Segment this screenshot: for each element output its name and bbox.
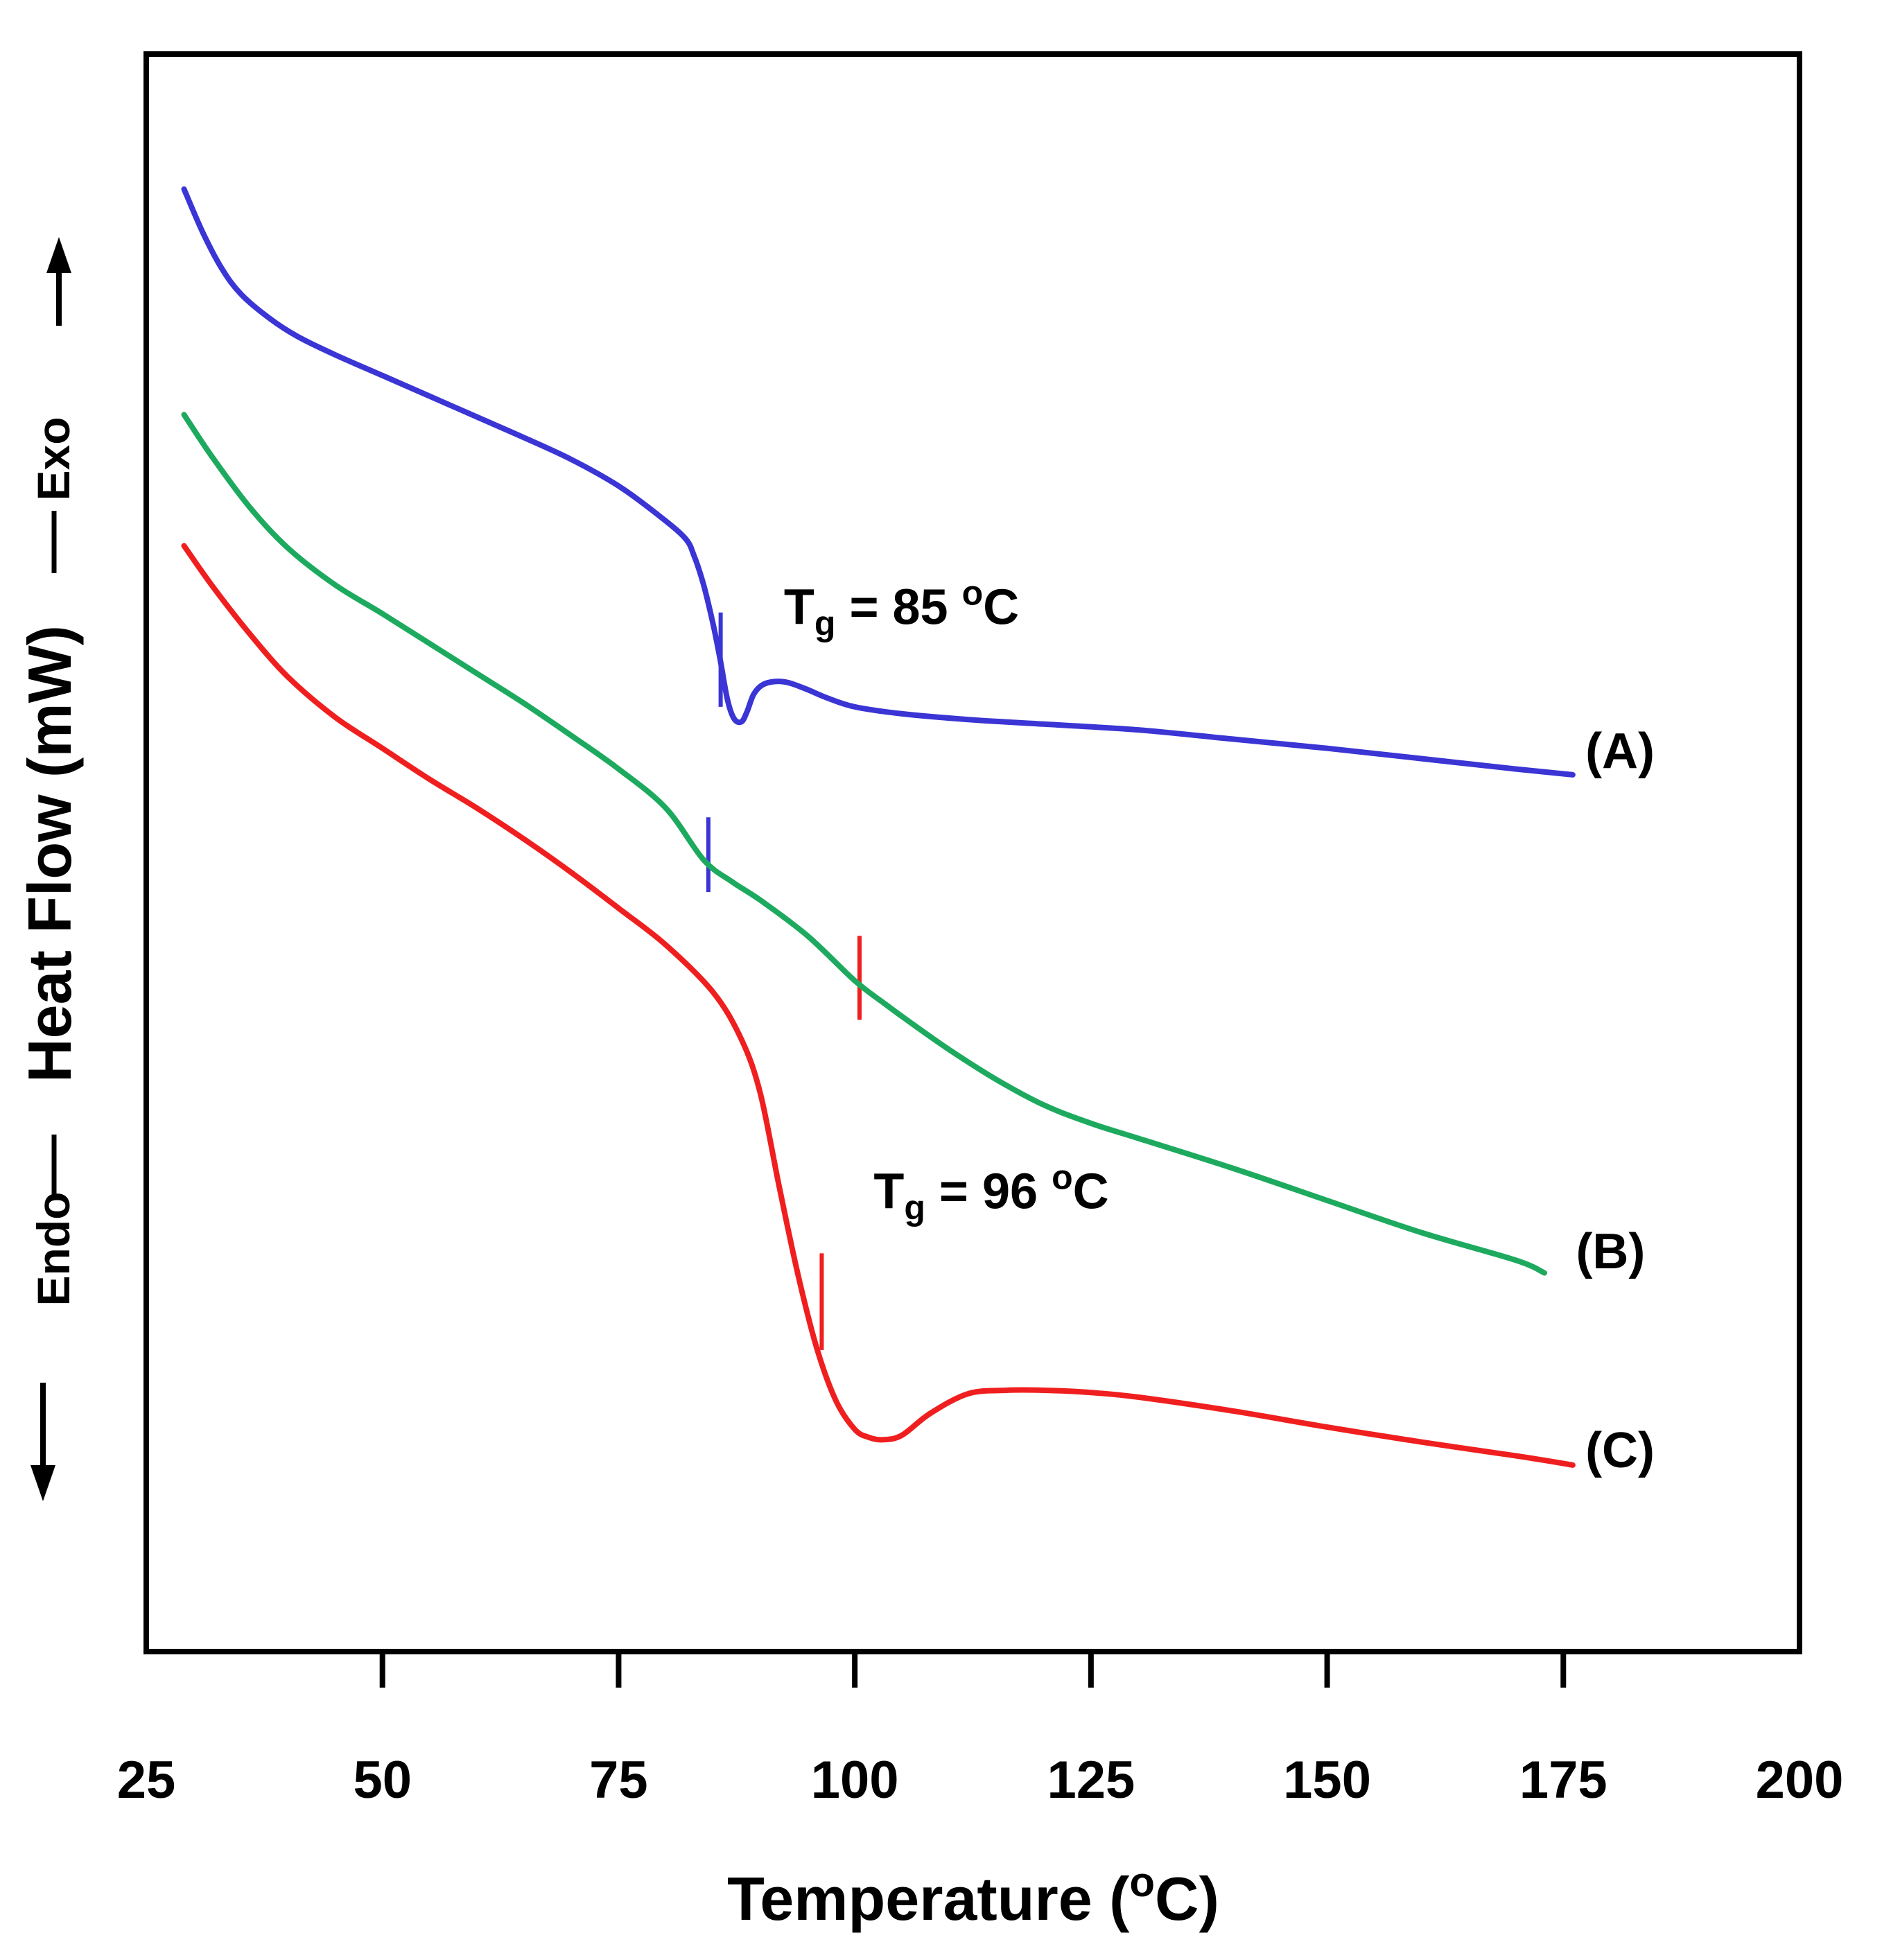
x-tick-label: 175 [1519, 1751, 1607, 1810]
series-line-a [181, 186, 1576, 778]
tg-markers [706, 612, 862, 1350]
x-tick-label: 75 [589, 1751, 648, 1810]
x-axis-title: Temperature (oC) [727, 1859, 1219, 1933]
x-tick-label: 125 [1047, 1751, 1135, 1810]
exo-arrow [46, 237, 71, 326]
series-line-b [181, 412, 1547, 1276]
y-axis-exo-label: Exo [28, 417, 79, 500]
arrow-up-icon [46, 237, 71, 273]
tg-annotation-a: Tg = 85 oC [784, 573, 1019, 642]
x-tick-label: 150 [1283, 1751, 1371, 1810]
endo-arrow [31, 1383, 55, 1501]
series-group [181, 186, 1576, 1468]
curve-label-b: (B) [1576, 1224, 1645, 1279]
tg-annotation-c: Tg = 96 oC [873, 1158, 1108, 1227]
y-axis-main-label: Heat Flow (mW) [15, 625, 84, 1083]
x-tick-label: 100 [811, 1751, 899, 1810]
x-tick-label: 50 [353, 1751, 412, 1810]
y-axis-title: Endo Heat Flow (mW) Exo [15, 417, 84, 1306]
series-line-c [181, 543, 1576, 1468]
arrow-down-icon [31, 1465, 55, 1501]
y-axis-endo-label: Endo [28, 1192, 79, 1306]
x-tick-label: 25 [117, 1751, 176, 1810]
curve-label-a: (A) [1585, 724, 1655, 779]
x-tick-label: 200 [1756, 1751, 1844, 1810]
curve-label-c: (C) [1585, 1423, 1655, 1478]
plot-frame [143, 51, 1802, 1654]
x-ticks: 25 50 75 100 125 150 175 200 [117, 1652, 1844, 1810]
